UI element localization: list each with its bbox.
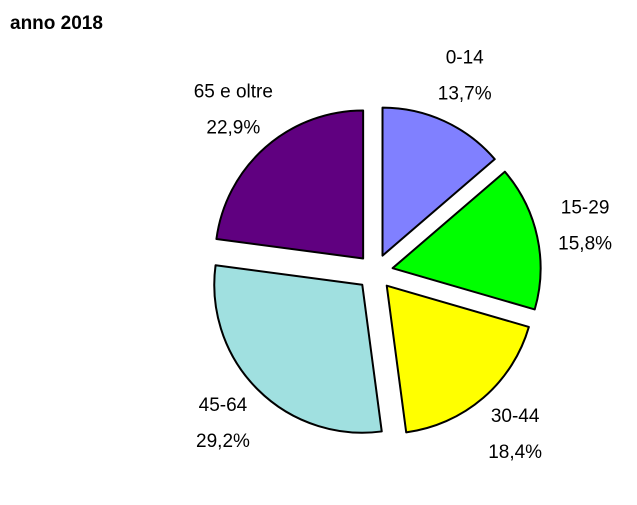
pie-slice [385,284,530,434]
slice-value-label: 18,4% [488,442,542,463]
pie-slice [215,109,365,260]
slice-label: 0-14 [446,48,484,69]
pie-slice [213,264,383,434]
slice-value-label: 22,9% [206,117,260,138]
slice-label: 45-64 [199,395,248,416]
slice-value-label: 29,2% [196,431,250,452]
slice-label: 15-29 [561,197,610,218]
slice-label: 65 e oltre [194,81,273,102]
slice-value-label: 13,7% [438,84,492,105]
pie-slice [381,106,496,257]
slice-label: 30-44 [491,406,540,427]
slice-value-label: 15,8% [558,233,612,254]
chart-title: anno 2018 [10,13,103,34]
pie-slice [391,170,542,311]
